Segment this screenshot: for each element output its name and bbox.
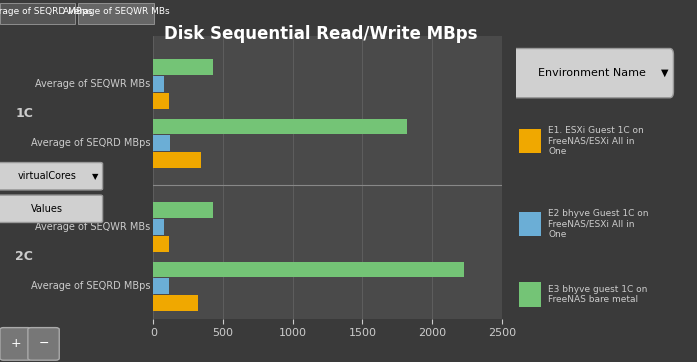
FancyBboxPatch shape xyxy=(0,195,102,223)
Bar xyxy=(153,93,169,109)
Text: E2 bhyve Guest 1C on
FreeNAS/ESXi All in
One: E2 bhyve Guest 1C on FreeNAS/ESXi All in… xyxy=(549,209,649,239)
Bar xyxy=(153,135,170,151)
Bar xyxy=(519,282,541,307)
Text: Values: Values xyxy=(31,204,63,214)
Text: −: − xyxy=(38,337,49,350)
Bar xyxy=(519,211,541,236)
Text: ▼: ▼ xyxy=(661,68,668,78)
Bar xyxy=(153,278,169,294)
Bar xyxy=(153,295,198,311)
Text: Average of SEQWR MBs: Average of SEQWR MBs xyxy=(35,222,151,232)
FancyBboxPatch shape xyxy=(79,3,154,24)
Bar xyxy=(153,76,164,92)
Text: Average of SEQRD MBps: Average of SEQRD MBps xyxy=(0,7,93,16)
Text: E3 bhyve guest 1C on
FreeNAS bare metal: E3 bhyve guest 1C on FreeNAS bare metal xyxy=(549,285,648,304)
Text: 2C: 2C xyxy=(15,250,33,263)
Bar xyxy=(153,219,164,235)
Text: Average of SEQWR MBs: Average of SEQWR MBs xyxy=(35,79,151,89)
Bar xyxy=(153,261,464,277)
Text: +: + xyxy=(10,337,21,350)
FancyBboxPatch shape xyxy=(512,49,673,98)
Text: Disk Sequential Read/Write MBps: Disk Sequential Read/Write MBps xyxy=(164,25,477,43)
Bar xyxy=(153,152,201,168)
Text: Environment Name: Environment Name xyxy=(538,68,646,78)
FancyBboxPatch shape xyxy=(0,3,75,24)
FancyBboxPatch shape xyxy=(0,163,102,190)
Text: 1C: 1C xyxy=(15,107,33,120)
Bar xyxy=(153,236,169,252)
Text: Average of SEQWR MBs: Average of SEQWR MBs xyxy=(63,7,169,16)
Text: virtualCores: virtualCores xyxy=(17,171,76,181)
Text: Average of SEQRD MBps: Average of SEQRD MBps xyxy=(31,281,151,291)
Text: E1. ESXi Guest 1C on
FreeNAS/ESXi All in
One: E1. ESXi Guest 1C on FreeNAS/ESXi All in… xyxy=(549,126,644,156)
Text: ▼: ▼ xyxy=(91,172,98,181)
Bar xyxy=(153,202,213,218)
FancyBboxPatch shape xyxy=(0,328,31,360)
Text: Average of SEQRD MBps: Average of SEQRD MBps xyxy=(31,138,151,148)
Bar xyxy=(153,119,407,134)
Bar xyxy=(519,129,541,153)
Bar xyxy=(153,59,213,75)
FancyBboxPatch shape xyxy=(28,328,59,360)
